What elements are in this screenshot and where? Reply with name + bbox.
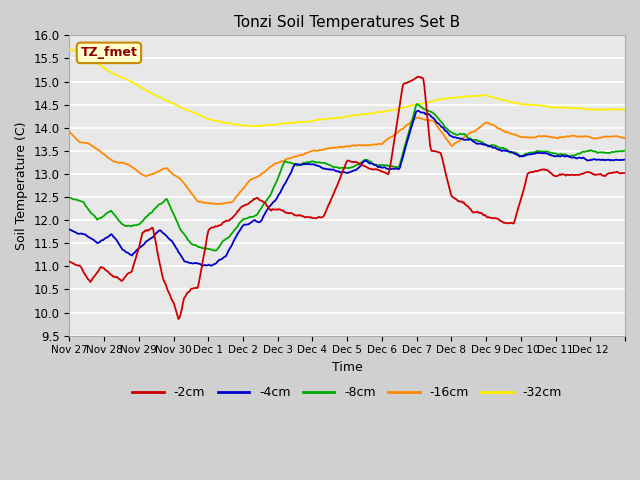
Title: Tonzi Soil Temperatures Set B: Tonzi Soil Temperatures Set B [234,15,460,30]
Text: TZ_fmet: TZ_fmet [81,47,138,60]
Y-axis label: Soil Temperature (C): Soil Temperature (C) [15,121,28,250]
X-axis label: Time: Time [332,361,363,374]
Legend: -2cm, -4cm, -8cm, -16cm, -32cm: -2cm, -4cm, -8cm, -16cm, -32cm [127,382,567,405]
